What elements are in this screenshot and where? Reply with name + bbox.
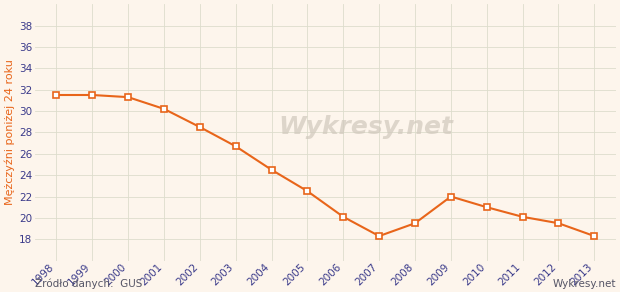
Text: Źródło danych:  GUS: Źródło danych: GUS (35, 277, 142, 289)
Text: Wykresy.net: Wykresy.net (552, 279, 616, 289)
Text: Wykresy.net: Wykresy.net (278, 115, 453, 139)
Y-axis label: Mężczyźni poniżej 24 roku: Mężczyźni poniżej 24 roku (4, 60, 15, 205)
